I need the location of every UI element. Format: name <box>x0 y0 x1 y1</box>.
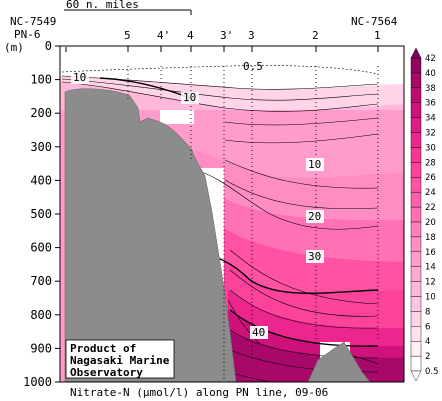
credit-line-3: Observatory <box>70 366 143 379</box>
colorbar-tick-label: 26 <box>425 173 436 183</box>
left-station-label: PN-6 <box>14 28 41 41</box>
colorbar-swatch <box>410 57 422 74</box>
right-end-station-label: NC-7564 <box>351 15 398 28</box>
colorbar-swatch <box>410 147 422 163</box>
colorbar-swatch <box>410 72 422 89</box>
colorbar-swatch <box>410 326 422 342</box>
left-end-station-label: NC-7549 <box>10 15 56 28</box>
colorbar-swatch <box>410 296 422 312</box>
colorbar-max-arrow <box>410 47 422 59</box>
colorbar-swatch <box>410 221 422 238</box>
station-markers: 5 4' 4 3' 3 2 1 <box>65 29 381 380</box>
contour-label-30: 30 <box>306 250 324 263</box>
svg-text:10: 10 <box>183 91 196 104</box>
contour-label-40: 40 <box>250 326 268 339</box>
station-label: 4 <box>187 29 194 42</box>
colorbar-swatch <box>410 87 422 103</box>
station-label: 5 <box>124 29 131 42</box>
contour-label-10-b: 10 <box>181 91 199 104</box>
chart-title: Nitrate-N (μmol/l) along PN line, 09-06 <box>70 386 328 399</box>
y-axis-label: (m) <box>4 41 24 54</box>
colorbar-tick-label: 38 <box>425 84 436 94</box>
scale-bar-label: 60 n. miles <box>66 0 139 11</box>
colorbar-tick-label: 34 <box>425 114 436 124</box>
y-tick-label: 0 <box>45 39 52 53</box>
y-tick-label: 400 <box>30 173 52 187</box>
colorbar-tick-label: 24 <box>425 188 436 198</box>
colorbar-swatch <box>410 177 422 193</box>
station-label: 2 <box>312 29 319 42</box>
contour-label-10-c: 10 <box>306 158 324 171</box>
svg-text:40: 40 <box>252 326 265 339</box>
svg-text:10: 10 <box>308 158 321 171</box>
colorbar: 0.52468101214161820222426283032343638404… <box>410 47 439 382</box>
y-tick-label: 500 <box>30 207 52 221</box>
colorbar-tick-label: 32 <box>425 129 436 139</box>
y-axis: 0 100 200 300 400 500 600 700 800 900 1000 <box>23 39 60 389</box>
colorbar-tick-label: 12 <box>425 278 436 288</box>
station-label: 3' <box>220 29 233 42</box>
svg-text:20: 20 <box>308 210 321 223</box>
colorbar-swatch <box>410 311 422 327</box>
colorbar-tick-label: 42 <box>425 54 436 64</box>
colorbar-swatch <box>410 355 422 372</box>
colorbar-min-arrow <box>410 370 422 382</box>
colorbar-swatch <box>410 206 422 223</box>
y-tick-label: 100 <box>30 73 52 87</box>
colorbar-tick-label: 8 <box>425 307 430 317</box>
contour-value-labels: 0.5 10 10 10 20 30 40 <box>71 60 324 339</box>
colorbar-swatch <box>410 162 422 178</box>
colorbar-tick-label: 0.5 <box>425 367 439 377</box>
scale-bar: 60 n. miles <box>64 0 192 15</box>
colorbar-swatch <box>410 132 422 148</box>
colorbar-tick-label: 20 <box>425 218 436 228</box>
credit-line-2: Nagasaki Marine <box>70 354 170 367</box>
colorbar-swatch <box>410 281 422 297</box>
y-tick-label: 200 <box>30 106 52 120</box>
contour-label-10-a: 10 <box>71 71 89 84</box>
colorbar-tick-label: 10 <box>425 292 436 302</box>
svg-text:0.5: 0.5 <box>243 60 263 73</box>
colorbar-swatch <box>410 102 422 118</box>
contour-label-0-5: 0.5 <box>243 60 263 73</box>
nitrate-shading <box>60 66 404 382</box>
colorbar-tick-label: 18 <box>425 233 436 243</box>
credit-box: Product of Nagasaki Marine Observatory <box>65 339 175 379</box>
no-data-gap <box>160 110 194 124</box>
colorbar-tick-label: 28 <box>425 158 436 168</box>
station-label: 1 <box>374 29 381 42</box>
contour-label-20: 20 <box>306 210 324 223</box>
colorbar-tick-label: 2 <box>425 352 430 362</box>
colorbar-swatch <box>410 191 422 208</box>
y-tick-label: 1000 <box>23 375 52 389</box>
svg-text:10: 10 <box>73 71 86 84</box>
colorbar-tick-label: 6 <box>425 322 430 332</box>
colorbar-tick-label: 4 <box>425 337 430 347</box>
colorbar-swatch <box>410 251 422 267</box>
svg-text:30: 30 <box>308 250 321 263</box>
credit-line-1: Product of <box>70 342 136 355</box>
station-label: 3 <box>248 29 255 42</box>
colorbar-tick-label: 40 <box>425 69 436 79</box>
y-tick-label: 900 <box>30 341 52 355</box>
colorbar-tick-label: 16 <box>425 248 436 258</box>
colorbar-swatch <box>410 117 422 133</box>
colorbar-tick-label: 22 <box>425 203 436 213</box>
y-tick-label: 800 <box>30 308 52 322</box>
y-tick-label: 300 <box>30 140 52 154</box>
colorbar-tick-label: 30 <box>425 143 436 153</box>
colorbar-swatch <box>410 266 422 282</box>
colorbar-tick-label: 14 <box>425 263 436 273</box>
colorbar-swatch <box>410 236 422 252</box>
colorbar-swatch <box>410 340 422 357</box>
colorbar-tick-label: 36 <box>425 99 436 109</box>
seafloor-terrain <box>64 88 371 383</box>
station-label: 4' <box>157 29 170 42</box>
y-tick-label: 700 <box>30 274 52 288</box>
y-tick-label: 600 <box>30 241 52 255</box>
